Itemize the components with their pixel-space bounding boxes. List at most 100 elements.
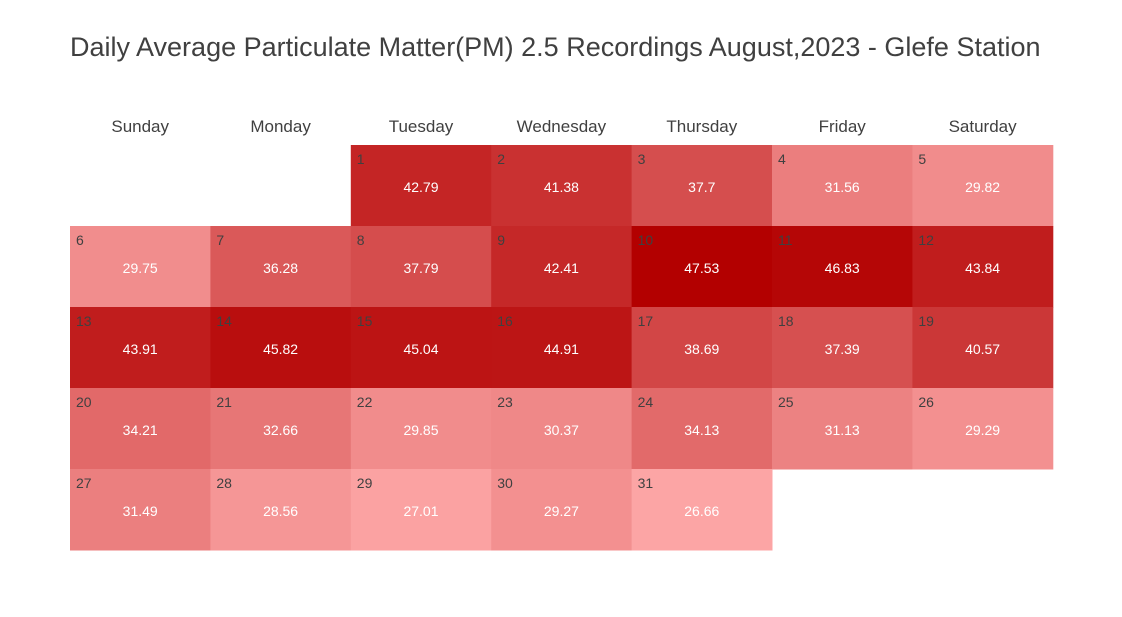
day-cells: 142.79241.38337.7431.56529.82629.75736.2… xyxy=(70,145,1054,551)
day-cell: 629.75 xyxy=(70,226,211,308)
day-value-label: 31.56 xyxy=(825,179,860,195)
day-number: 1 xyxy=(357,151,365,167)
day-value-label: 42.41 xyxy=(544,260,579,276)
day-cell: 20 34.21 xyxy=(70,388,211,470)
weekday-header: Wednesday xyxy=(517,117,607,136)
day-number: 27 xyxy=(76,475,92,491)
day-cell: 19 40.57 xyxy=(912,307,1054,389)
day-cell-rect xyxy=(70,226,211,308)
day-cell: 26 29.29 xyxy=(912,388,1054,470)
day-cell-rect xyxy=(772,226,913,308)
day-number: 20 xyxy=(76,394,92,410)
day-cell-rect xyxy=(350,307,492,389)
day-number: 25 xyxy=(778,394,794,410)
day-number: 24 xyxy=(638,394,654,410)
day-cell-rect xyxy=(772,307,913,389)
day-cell: 942.41 xyxy=(491,226,633,308)
day-cell-rect xyxy=(772,388,913,470)
day-value-label: 32.66 xyxy=(263,422,298,438)
day-cell-rect xyxy=(491,388,633,470)
day-cell-rect xyxy=(350,469,492,551)
day-value-label: 26.66 xyxy=(684,503,719,519)
day-cell: 13 43.91 xyxy=(70,307,211,389)
day-number: 14 xyxy=(216,313,232,329)
day-cell-rect xyxy=(350,145,492,227)
day-number: 2 xyxy=(497,151,505,167)
day-number: 3 xyxy=(638,151,646,167)
day-cell: 12 43.84 xyxy=(912,226,1054,308)
day-cell-rect xyxy=(912,388,1054,470)
day-number: 11 xyxy=(778,232,793,248)
day-cell-rect xyxy=(631,145,773,227)
day-cell-rect xyxy=(491,145,633,227)
day-number: 23 xyxy=(497,394,513,410)
day-cell-rect xyxy=(350,388,492,470)
day-cell: 837.79 xyxy=(350,226,492,308)
weekday-header: Saturday xyxy=(949,117,1018,136)
day-number: 10 xyxy=(638,232,654,248)
weekday-header: Sunday xyxy=(111,117,169,136)
day-cell-rect xyxy=(210,388,352,470)
day-cell-rect xyxy=(631,469,773,551)
day-cell-rect xyxy=(70,469,211,551)
day-cell: 431.56 xyxy=(772,145,913,227)
day-value-label: 46.83 xyxy=(825,260,860,276)
day-cell: 18 37.39 xyxy=(772,307,913,389)
day-cell: 21 32.66 xyxy=(210,388,352,470)
day-cell: 337.7 xyxy=(631,145,773,227)
day-number: 21 xyxy=(216,394,232,410)
day-value-label: 34.13 xyxy=(684,422,719,438)
day-number: 16 xyxy=(497,313,513,329)
day-cell-rect xyxy=(631,307,773,389)
day-number: 18 xyxy=(778,313,794,329)
day-cell: 241.38 xyxy=(491,145,633,227)
day-cell-rect xyxy=(70,307,211,389)
day-cell: 28 28.56 xyxy=(210,469,352,551)
day-cell: 17 38.69 xyxy=(631,307,773,389)
day-value-label: 38.69 xyxy=(684,341,719,357)
day-value-label: 47.53 xyxy=(684,260,719,276)
day-cell-rect xyxy=(912,145,1054,227)
day-cell: 14 45.82 xyxy=(210,307,352,389)
day-value-label: 42.79 xyxy=(403,179,438,195)
day-cell-rect xyxy=(631,388,773,470)
day-cell: 29 27.01 xyxy=(350,469,492,551)
day-value-label: 45.82 xyxy=(263,341,298,357)
day-cell-rect xyxy=(631,226,773,308)
day-cell: 11 46.83 xyxy=(772,226,913,308)
day-value-label: 41.38 xyxy=(544,179,579,195)
day-cell-rect xyxy=(491,226,633,308)
day-cell-rect xyxy=(491,307,633,389)
day-cell: 25 31.13 xyxy=(772,388,913,470)
day-value-label: 34.21 xyxy=(123,422,158,438)
day-number: 7 xyxy=(216,232,224,248)
day-value-label: 28.56 xyxy=(263,503,298,519)
weekday-header: Thursday xyxy=(666,117,737,136)
weekday-headers: Sunday Monday Tuesday Wednesday Thursday Frid… xyxy=(111,117,1017,136)
day-cell: 27 31.49 xyxy=(70,469,211,551)
day-number: 9 xyxy=(497,232,505,248)
day-cell: 24 34.13 xyxy=(631,388,773,470)
day-cell-rect xyxy=(210,469,352,551)
day-value-label: 29.29 xyxy=(965,422,1000,438)
day-number: 22 xyxy=(357,394,373,410)
day-number: 5 xyxy=(918,151,926,167)
day-cell: 16 44.91 xyxy=(491,307,633,389)
weekday-header: Tuesday xyxy=(389,117,454,136)
day-value-label: 43.84 xyxy=(965,260,1000,276)
day-value-label: 29.82 xyxy=(965,179,1000,195)
day-value-label: 37.39 xyxy=(825,341,860,357)
day-number: 28 xyxy=(216,475,232,491)
day-number: 17 xyxy=(638,313,654,329)
day-cell-rect xyxy=(491,469,633,551)
day-value-label: 44.91 xyxy=(544,341,579,357)
day-cell: 31 26.66 xyxy=(631,469,773,551)
day-number: 8 xyxy=(357,232,365,248)
day-value-label: 29.75 xyxy=(123,260,158,276)
day-number: 31 xyxy=(638,475,654,491)
day-cell-rect xyxy=(210,307,352,389)
day-number: 30 xyxy=(497,475,513,491)
day-number: 12 xyxy=(918,232,934,248)
day-cell: 23 30.37 xyxy=(491,388,633,470)
